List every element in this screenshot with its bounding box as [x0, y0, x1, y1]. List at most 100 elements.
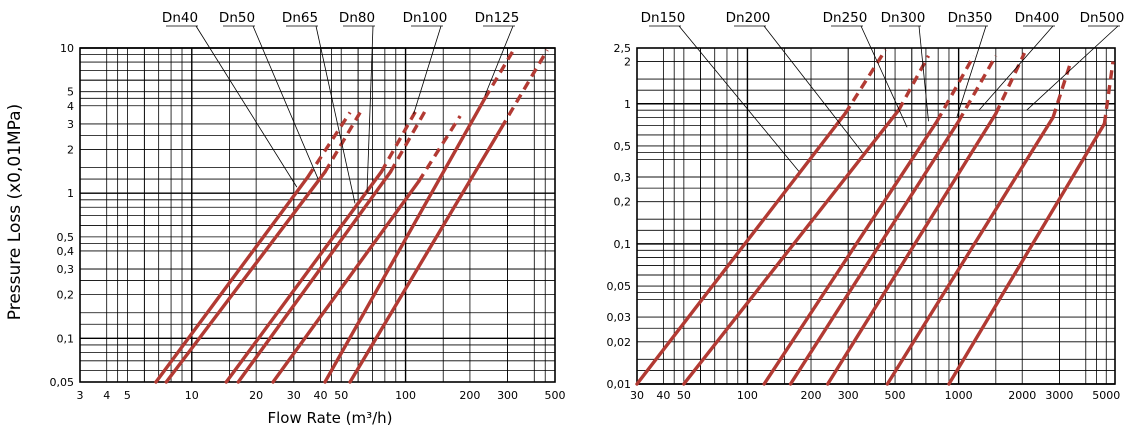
series-dashed-dn300 — [957, 54, 998, 123]
series-label-dn65: Dn65 — [282, 10, 318, 26]
leader-line — [1026, 25, 1119, 111]
y-axis-label: Pressure Loss (x0,01MPa) — [5, 104, 25, 320]
series-dashed-dn350 — [994, 52, 1027, 115]
y-tick-label: 0,1 — [57, 332, 75, 345]
leader-line — [678, 25, 800, 172]
y-tick-label: 0,05 — [607, 280, 632, 293]
x-tick-label: 1000 — [945, 389, 973, 402]
x-tick-label: 500 — [885, 389, 906, 402]
series-line-dn150 — [635, 111, 847, 386]
leader-line — [956, 25, 987, 118]
y-tick-label: 0,01 — [607, 378, 632, 391]
x-tick-label: 3 — [77, 389, 84, 402]
y-tick-label: 4 — [67, 100, 74, 113]
leader-line — [978, 25, 1054, 111]
leader-line — [918, 25, 929, 122]
y-tick-label: 0,02 — [607, 336, 632, 349]
chart-right: 30 40 50 100 200 300 500 1000 2000 3000 5000 0,01 0,… — [607, 10, 1125, 402]
chart-left: 3 4 5 10 20 30 40 50 100 200 300 5000,050,10,20,30,… — [50, 10, 566, 402]
series-line-dn40 — [154, 174, 310, 384]
y-tick-label: 0,3 — [57, 263, 75, 276]
x-tick-label: 2000 — [1008, 389, 1036, 402]
x-tick-label: 40 — [313, 389, 327, 402]
leader-line — [366, 25, 374, 194]
grid — [636, 47, 1116, 385]
series-group — [154, 49, 549, 384]
y-tick-label: 0,03 — [607, 311, 632, 324]
x-tick-label: 100 — [737, 389, 758, 402]
x-tick-label: 3000 — [1045, 389, 1073, 402]
series-dashed-dn40 — [306, 111, 352, 178]
x-tick-label: 10 — [185, 389, 199, 402]
leader-line — [252, 25, 319, 180]
series-label-dn200: Dn200 — [726, 10, 771, 26]
y-tick-label: 1 — [67, 187, 74, 200]
series-label-dn100: Dn100 — [403, 10, 448, 26]
x-tick-label: 4 — [103, 389, 110, 402]
series-line-dn350 — [826, 111, 998, 386]
leader-line — [860, 25, 908, 128]
y-tick-label: 0,3 — [614, 171, 632, 184]
series-label-dn350: Dn350 — [948, 10, 993, 26]
series-dashed-dn125 — [483, 49, 516, 100]
series-line-dn250 — [762, 119, 939, 386]
x-tick-label: 30 — [287, 389, 301, 402]
y-tick-label: 2 — [624, 56, 631, 69]
series-dashed-dn80 — [389, 108, 428, 173]
y-tick-label: 3 — [67, 118, 74, 131]
series-line-unlabeled — [348, 126, 503, 384]
x-tick-label: 50 — [334, 389, 348, 402]
series-label-dn300: Dn300 — [881, 10, 926, 26]
series-label-dn125: Dn125 — [475, 10, 520, 26]
leader-line — [195, 25, 298, 188]
x-tick-label: 200 — [459, 389, 480, 402]
series-group — [635, 49, 1115, 386]
y-tick-label: 0,1 — [614, 238, 632, 251]
series-line-dn500 — [947, 122, 1107, 386]
series-label-dn50: Dn50 — [219, 10, 255, 26]
series-label-dn400: Dn400 — [1015, 10, 1060, 26]
x-tick-label: 5 — [124, 389, 131, 402]
series-dashed-dn100 — [417, 115, 462, 183]
series-line-dn80 — [236, 170, 393, 384]
x-tick-label: 200 — [801, 389, 822, 402]
leader-line — [484, 25, 514, 96]
y-tick-label: 0,2 — [57, 289, 75, 302]
series-dashed-dn200 — [897, 54, 930, 111]
y-tick-label: 1 — [624, 98, 631, 111]
series-dashed-dn65 — [379, 108, 419, 173]
x-tick-label: 50 — [677, 389, 691, 402]
y-tick-label: 10 — [60, 42, 74, 55]
y-tick-label: 2 — [67, 143, 74, 156]
y-tick-label: 2,5 — [614, 42, 632, 55]
plot-frame — [636, 47, 1116, 385]
x-axis-label-left: Flow Rate (m³/h) — [267, 409, 392, 427]
series-line-dn300 — [788, 119, 961, 386]
plot-frame — [79, 47, 556, 383]
series-dashed-unlabeled — [499, 49, 549, 130]
series-line-dn65 — [224, 170, 384, 384]
series-line-dn200 — [682, 108, 901, 386]
series-label-dn500: Dn500 — [1080, 10, 1125, 26]
series-dashed-dn50 — [323, 109, 363, 173]
x-tick-label: 300 — [838, 389, 859, 402]
series-dashed-dn150 — [843, 49, 887, 115]
x-tick-label: 40 — [656, 389, 670, 402]
y-tick-label: 0,5 — [614, 140, 632, 153]
y-tick-label: 0,4 — [57, 245, 75, 258]
series-label-dn250: Dn250 — [823, 10, 868, 26]
series-line-dn400 — [885, 115, 1055, 386]
series-label-dn150: Dn150 — [641, 10, 686, 26]
series-dashed-dn250 — [935, 54, 976, 123]
y-tick-label: 0,5 — [57, 231, 75, 244]
y-tick-label: 0,2 — [614, 196, 632, 209]
series-label-dn40: Dn40 — [162, 10, 198, 26]
series-label-dn80: Dn80 — [339, 10, 375, 26]
series-line-dn50 — [164, 170, 327, 384]
x-tick-label: 5000 — [1092, 389, 1120, 402]
x-tick-label: 20 — [249, 389, 263, 402]
series-line-dn100 — [271, 179, 421, 384]
leader-line — [315, 25, 356, 204]
series-line-dn125 — [323, 96, 487, 384]
